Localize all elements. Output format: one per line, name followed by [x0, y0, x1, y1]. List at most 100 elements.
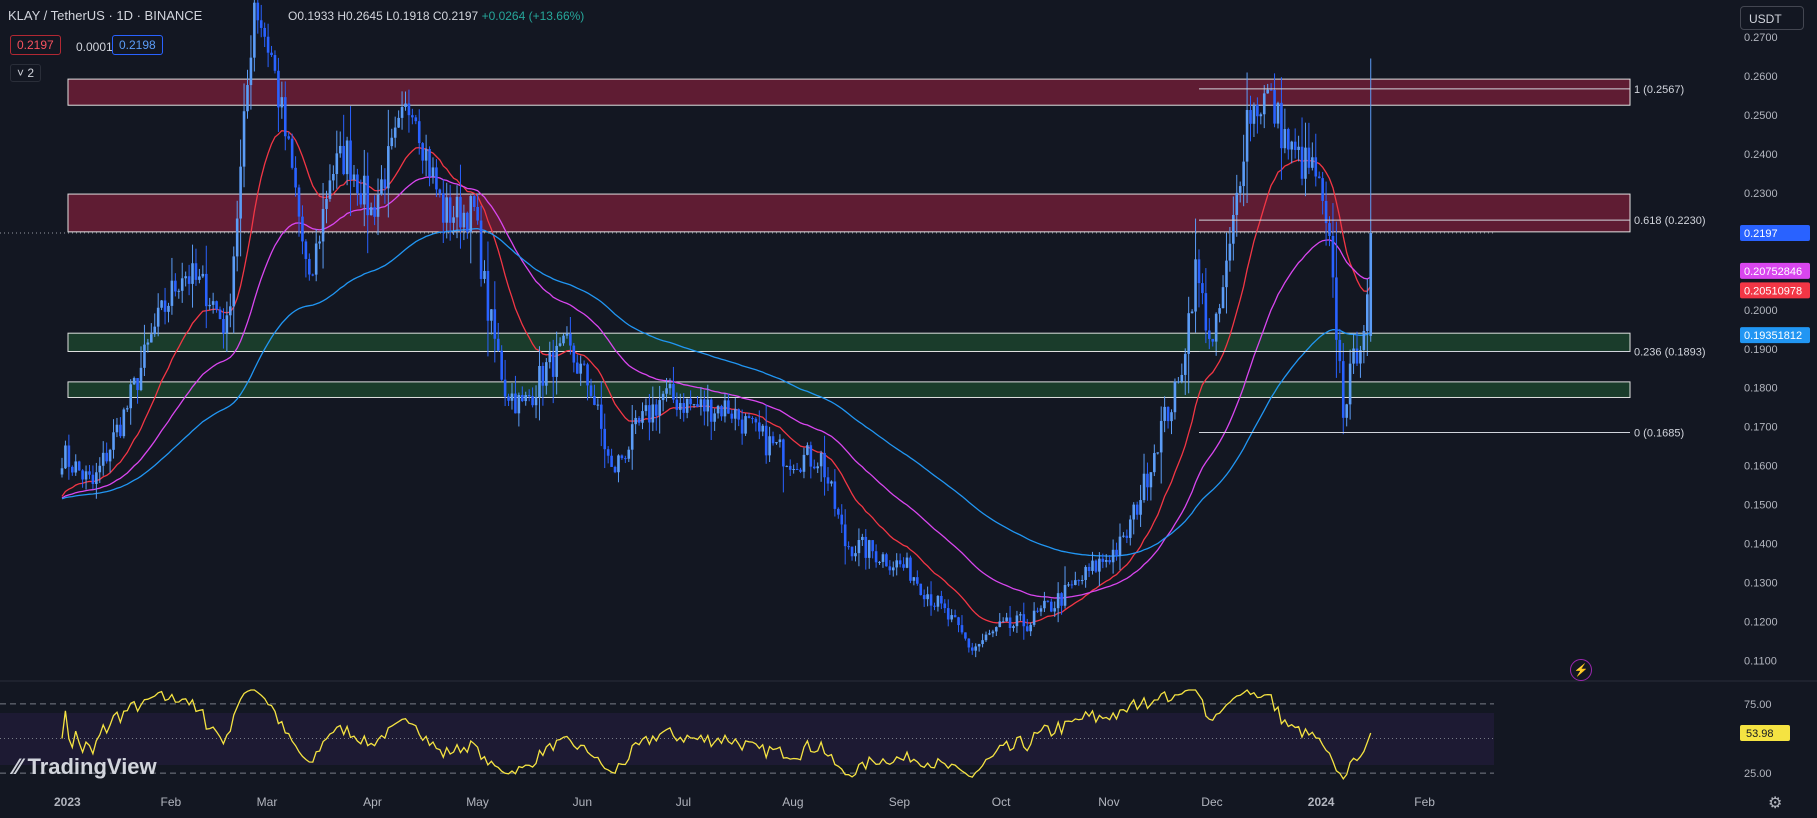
candle-body	[967, 638, 971, 648]
candle-body	[1317, 176, 1321, 179]
rsi-line	[61, 689, 1372, 781]
candle-body	[1122, 535, 1125, 537]
candle-body	[1173, 381, 1177, 413]
candle-body	[1238, 186, 1242, 193]
candle-body	[452, 217, 455, 223]
x-tick-label: Nov	[1098, 795, 1119, 809]
candle-body	[912, 577, 916, 581]
candle-body	[1049, 601, 1053, 612]
candle-body	[1201, 283, 1204, 294]
candle-body	[101, 452, 105, 466]
candle-body	[1163, 406, 1166, 421]
candle-body	[754, 418, 758, 423]
candle-body	[689, 398, 692, 405]
candle-body	[280, 97, 284, 108]
candle-body	[1125, 535, 1129, 538]
candle-body	[84, 471, 88, 480]
candle-body	[991, 631, 995, 634]
candle-body	[891, 567, 895, 571]
lightning-icon[interactable]: ⚡	[1570, 659, 1592, 681]
candle-body	[428, 149, 431, 177]
candle-body	[466, 212, 469, 232]
candle-body	[764, 425, 768, 456]
candle-body	[922, 595, 926, 600]
candle-body	[1132, 504, 1136, 520]
fib-level-label: 0 (0.1685)	[1634, 428, 1684, 440]
candle-body	[1276, 102, 1280, 124]
candle-body	[441, 193, 445, 223]
currency-button[interactable]: USDT	[1740, 6, 1804, 30]
candle-body	[527, 395, 531, 397]
candle-body	[799, 469, 802, 472]
candle-body	[218, 309, 222, 320]
gear-icon[interactable]: ⚙	[1768, 795, 1783, 812]
candle-body	[1335, 277, 1338, 340]
candle-body	[253, 2, 256, 58]
candle-body	[1153, 453, 1156, 473]
zone-resistance-1	[67, 193, 1631, 233]
candle-body	[957, 617, 960, 626]
candle-body	[1197, 259, 1201, 284]
candle-body	[455, 196, 459, 218]
candle-body	[593, 396, 596, 405]
candle-body	[335, 153, 339, 175]
candle-body	[1314, 157, 1318, 177]
candle-body	[304, 241, 308, 259]
candle-body	[500, 350, 503, 380]
ema-magenta-badge: 0.20752846	[1744, 266, 1802, 278]
candle-body	[259, 20, 263, 28]
candle-body	[1366, 294, 1369, 331]
candle-body	[380, 179, 383, 195]
buy-price-button[interactable]: 0.2198	[112, 35, 163, 55]
candle-body	[672, 384, 675, 400]
candle-body	[782, 439, 785, 467]
candle-body	[599, 404, 603, 429]
candle-body	[950, 615, 953, 620]
candle-body	[156, 307, 160, 327]
candle-body	[998, 621, 1002, 628]
candle-body	[1252, 104, 1256, 124]
candle-body	[71, 466, 74, 473]
sell-price-button[interactable]: 0.2197	[10, 35, 61, 55]
y-tick-label: 0.1900	[1744, 344, 1778, 356]
candle-body	[232, 256, 236, 307]
candle-body	[311, 274, 315, 276]
candle-body	[290, 138, 294, 168]
candle-body	[246, 85, 249, 112]
candle-body	[174, 280, 177, 292]
candle-body	[864, 536, 868, 558]
symbol-title[interactable]: KLAY / TetherUS · 1D · BINANCE	[8, 8, 203, 23]
candle-body	[1019, 614, 1022, 616]
indicators-toggle[interactable]: ˅ 2	[10, 64, 42, 82]
candle-body	[861, 536, 864, 541]
candle-body	[713, 413, 716, 422]
candle-body	[582, 363, 586, 365]
candle-body	[627, 449, 631, 459]
candle-body	[603, 428, 607, 450]
candle-body	[551, 352, 555, 377]
x-tick-label: Apr	[363, 795, 382, 809]
candle-body	[723, 400, 727, 417]
candle-body	[1098, 558, 1101, 572]
candle-body	[727, 400, 730, 414]
candle-body	[730, 413, 734, 419]
candle-body	[301, 216, 304, 242]
candle-body	[170, 280, 174, 306]
moving-average-line	[61, 176, 1372, 599]
x-tick-label: Oct	[992, 795, 1011, 809]
candle-body	[1008, 617, 1012, 629]
candle-body	[1012, 626, 1015, 629]
candle-body	[651, 404, 655, 423]
candle-body	[1221, 287, 1225, 309]
candle-body	[1331, 235, 1335, 278]
candle-body	[531, 396, 534, 406]
candle-body	[201, 273, 205, 277]
candle-body	[122, 409, 126, 437]
candle-body	[448, 197, 452, 223]
candle-body	[816, 466, 819, 469]
y-tick-label: 0.1400	[1744, 539, 1778, 551]
candle-body	[1232, 214, 1235, 244]
candle-body	[775, 442, 778, 444]
candle-body	[510, 393, 514, 401]
